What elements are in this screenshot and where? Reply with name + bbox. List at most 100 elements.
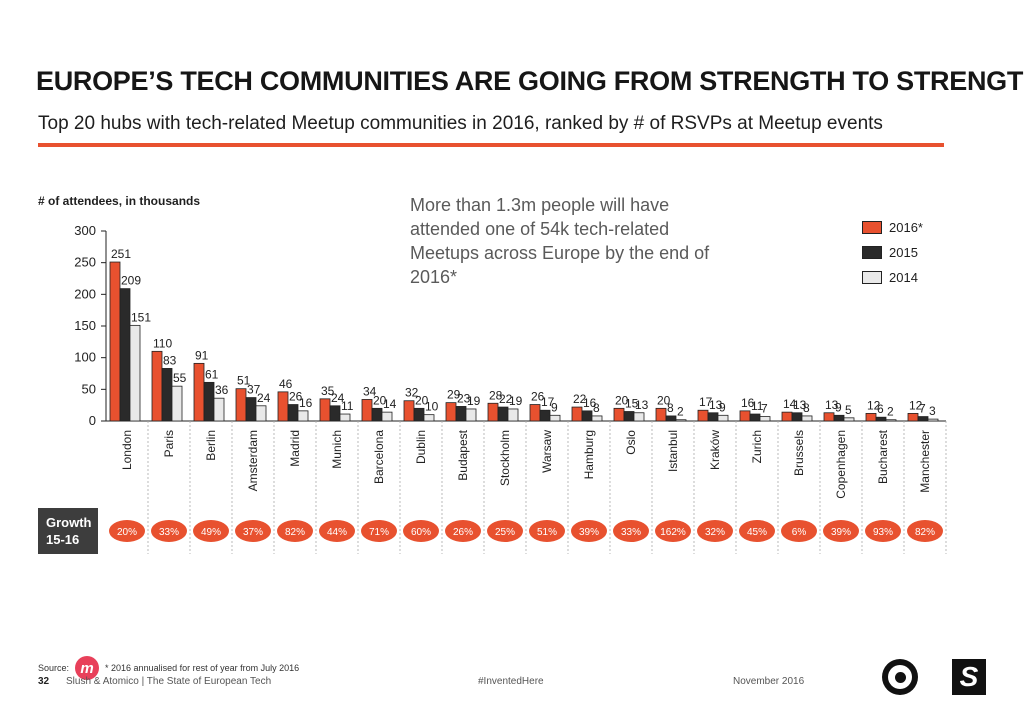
data-label: 3 [929, 404, 936, 418]
data-label: 13 [709, 398, 723, 412]
growth-badge [193, 520, 229, 542]
bar-2016 [319, 398, 331, 422]
x-tick-label: Copenhagen [834, 430, 848, 499]
report-name: Slush & Atomico | The State of European … [66, 676, 272, 687]
growth-value: 39% [579, 527, 599, 538]
data-label: 16 [583, 396, 597, 410]
y-tick-label: 250 [74, 255, 96, 270]
bar-2015 [623, 411, 635, 422]
growth-value: 39% [831, 527, 851, 538]
bar-2016 [613, 407, 625, 422]
bar-2014 [675, 419, 687, 422]
growth-badge [865, 520, 901, 542]
data-label: 7 [761, 402, 768, 416]
bar-2014 [633, 412, 645, 422]
data-label: 5 [845, 403, 852, 417]
growth-label: Growth 15-16 [38, 508, 98, 554]
data-label: 20 [415, 393, 429, 407]
growth-badge [445, 520, 481, 542]
data-label: 34 [363, 384, 377, 398]
legend-item-2016: 2016* [862, 215, 923, 240]
data-label: 20 [615, 393, 629, 407]
data-label: 209 [121, 274, 141, 288]
data-label: 9 [835, 400, 842, 414]
bar-2016 [361, 399, 373, 422]
data-label: 2 [677, 405, 684, 419]
data-label: 36 [215, 383, 229, 397]
bar-2016 [907, 412, 919, 422]
data-label: 12 [867, 398, 881, 412]
bar-2015 [581, 410, 593, 422]
data-label: 19 [467, 394, 481, 408]
x-tick-label: Oslo [624, 430, 638, 455]
data-label: 46 [279, 377, 293, 391]
data-label: 8 [667, 401, 674, 415]
source-line: Source: m * 2016 annualised for rest of … [38, 656, 299, 680]
bar-2015 [287, 404, 299, 422]
bar-2016 [151, 350, 163, 422]
bar-2015 [371, 407, 383, 422]
data-label: 24 [257, 391, 271, 405]
bar-2016 [277, 391, 289, 422]
x-tick-label: Dublin [414, 430, 428, 464]
bar-2015 [161, 368, 173, 422]
bar-2015 [539, 409, 551, 422]
bar-2016 [235, 388, 247, 422]
legend-item-2015: 2015 [862, 240, 923, 265]
legend-label-2015: 2015 [889, 245, 918, 260]
bar-2015 [329, 405, 341, 422]
data-label: 9 [551, 400, 558, 414]
y-tick-label: 100 [74, 350, 96, 365]
chart-legend: 2016* 2015 2014 [862, 215, 923, 290]
bar-2015 [917, 416, 929, 422]
growth-badge [655, 520, 691, 542]
x-tick-label: Madrid [288, 430, 302, 467]
bar-2014 [381, 411, 393, 422]
data-label: 83 [163, 353, 177, 367]
growth-value: 20% [117, 527, 137, 538]
bar-2015 [203, 381, 215, 422]
bar-2014 [339, 413, 351, 422]
page-title: EUROPE’S TECH COMMUNITIES ARE GOING FROM… [36, 66, 1024, 96]
data-label: 11 [341, 399, 354, 413]
data-label: 24 [331, 391, 345, 405]
data-label: 20 [373, 393, 387, 407]
data-label: 8 [593, 401, 600, 415]
growth-badge [403, 520, 439, 542]
bar-2014 [843, 417, 855, 422]
bar-2015 [245, 397, 257, 422]
x-tick-label: Stockholm [498, 430, 512, 486]
bar-2015 [119, 288, 131, 422]
x-tick-label: Manchester [918, 430, 932, 493]
growth-value: 26% [453, 527, 473, 538]
growth-badge [823, 520, 859, 542]
bar-2014 [801, 415, 813, 422]
data-label: 23 [457, 391, 471, 405]
data-label: 16 [299, 396, 313, 410]
bar-2015 [707, 412, 719, 422]
bar-2014 [885, 419, 897, 422]
data-label: 11 [751, 399, 764, 413]
x-tick-label: Amsterdam [246, 430, 260, 491]
growth-badge [109, 520, 145, 542]
legend-swatch-2015 [862, 246, 882, 259]
data-label: 9 [719, 400, 726, 414]
growth-value: 45% [747, 527, 767, 538]
source-note: * 2016 annualised for rest of year from … [105, 663, 300, 673]
page-number: 32 [38, 676, 50, 687]
bar-2014 [927, 418, 939, 422]
growth-value: 32% [705, 527, 725, 538]
bar-2014 [255, 405, 267, 422]
bar-2014 [171, 385, 183, 422]
growth-value: 44% [327, 527, 347, 538]
data-label: 26 [289, 390, 303, 404]
growth-badge [151, 520, 187, 542]
bar-2016 [823, 412, 835, 422]
growth-value: 33% [159, 527, 179, 538]
legend-label-2014: 2014 [889, 270, 918, 285]
x-tick-label: Bucharest [876, 429, 890, 484]
callout-text: More than 1.3m people will have attended… [410, 195, 710, 287]
data-label: 8 [803, 401, 810, 415]
bar-2016 [697, 409, 709, 422]
data-label: 10 [425, 400, 439, 414]
